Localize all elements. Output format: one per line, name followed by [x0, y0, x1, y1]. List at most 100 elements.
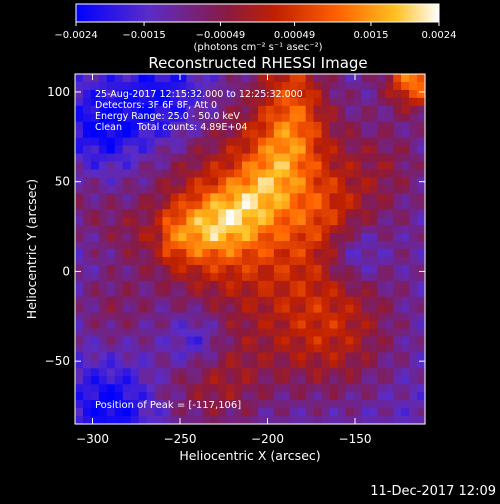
heatmap-cell	[257, 336, 267, 346]
heatmap-cell	[202, 312, 211, 322]
heatmap-cell	[114, 288, 124, 298]
heatmap-cell	[234, 392, 243, 401]
heatmap-cell	[75, 312, 84, 322]
heatmap-cell	[114, 137, 124, 147]
heatmap-cell	[194, 416, 203, 425]
heatmap-cell	[106, 416, 116, 425]
heatmap-cell	[409, 304, 418, 314]
heatmap-cell	[281, 153, 291, 163]
heatmap-cell	[321, 272, 331, 282]
heatmap-cell	[234, 249, 243, 258]
heatmap-cell	[82, 177, 92, 186]
heatmap-cell	[162, 153, 172, 163]
heatmap-cell	[353, 352, 362, 361]
heatmap-cell	[305, 328, 315, 338]
heatmap-cell	[218, 217, 227, 226]
heatmap-cell	[265, 384, 275, 393]
heatmap-cell	[138, 241, 148, 250]
heatmap-cell	[122, 74, 132, 83]
heatmap-cell	[210, 360, 219, 369]
heatmap-cell	[281, 145, 291, 155]
heatmap-cell	[202, 408, 211, 417]
heatmap-cell	[130, 360, 140, 369]
heatmap-cell	[226, 145, 235, 155]
heatmap-cell	[170, 121, 179, 131]
heatmap-cell	[329, 392, 339, 401]
heatmap-cell	[393, 416, 402, 425]
heatmap-cell	[257, 233, 267, 242]
heatmap-cell	[393, 320, 402, 330]
heatmap-cell	[345, 344, 354, 353]
heatmap-cell	[114, 241, 124, 250]
heatmap-cell	[218, 288, 227, 298]
heatmap-cell	[202, 105, 211, 115]
heatmap-cell	[130, 256, 140, 266]
heatmap-cell	[353, 320, 362, 330]
heatmap-cell	[273, 368, 283, 377]
heatmap-cell	[417, 400, 426, 409]
heatmap-cell	[75, 408, 84, 417]
heatmap-cell	[154, 201, 164, 210]
heatmap-cell	[170, 153, 179, 163]
heatmap-cell	[289, 145, 299, 155]
heatmap-cell	[122, 217, 132, 226]
heatmap-cell	[417, 408, 426, 417]
heatmap-cell	[162, 177, 172, 186]
heatmap-cell	[337, 360, 347, 369]
heatmap-cell	[154, 113, 164, 123]
heatmap-cell	[393, 408, 402, 417]
heatmap-cell	[313, 360, 323, 369]
heatmap-cell	[90, 249, 100, 258]
heatmap-cell	[154, 145, 164, 155]
heatmap-cell	[202, 360, 211, 369]
heatmap-cell	[154, 241, 164, 250]
heatmap-cell	[250, 89, 259, 99]
heatmap-cell	[98, 161, 108, 171]
heatmap-cell	[417, 113, 426, 123]
heatmap-cell	[353, 296, 362, 306]
heatmap-cell	[329, 312, 339, 322]
heatmap-cell	[273, 225, 283, 234]
heatmap-cell	[369, 161, 378, 171]
heatmap-cell	[337, 352, 347, 361]
heatmap-cell	[337, 376, 347, 385]
heatmap-cell	[289, 336, 299, 346]
heatmap-cell	[218, 320, 227, 330]
heatmap-cell	[202, 74, 211, 83]
heatmap-cell	[154, 400, 164, 409]
heatmap-cell	[409, 384, 418, 393]
heatmap-cell	[146, 105, 156, 115]
heatmap-cell	[329, 113, 339, 123]
x-tick-label: −150	[339, 432, 372, 446]
heatmap-cell	[361, 81, 370, 91]
heatmap-cell	[98, 264, 108, 274]
heatmap-cell	[250, 105, 259, 115]
footer-datestamp: 11-Dec-2017 12:09	[370, 484, 496, 499]
heatmap-cell	[345, 416, 354, 425]
heatmap-cell	[226, 312, 235, 322]
heatmap-cell	[114, 74, 124, 83]
heatmap-cell	[281, 256, 291, 266]
heatmap-cell	[130, 320, 140, 330]
heatmap-cell	[75, 97, 84, 107]
heatmap-cell	[401, 177, 410, 186]
heatmap-cell	[162, 392, 172, 401]
heatmap-cell	[385, 201, 394, 210]
heatmap-cell	[250, 288, 259, 298]
heatmap-cell	[75, 368, 84, 377]
heatmap-cell	[154, 320, 164, 330]
heatmap-cell	[242, 74, 251, 83]
heatmap-cell	[257, 161, 267, 171]
heatmap-cell	[401, 384, 410, 393]
heatmap-cell	[170, 280, 179, 290]
heatmap-cell	[250, 272, 259, 282]
heatmap-cell	[313, 177, 323, 186]
heatmap-cell	[297, 416, 307, 425]
heatmap-cell	[146, 81, 156, 91]
heatmap-cell	[393, 161, 402, 171]
heatmap-cell	[329, 233, 339, 242]
heatmap-cell	[377, 241, 386, 250]
heatmap-cell	[273, 249, 283, 258]
heatmap-cell	[417, 344, 426, 353]
heatmap-cell	[122, 193, 132, 202]
